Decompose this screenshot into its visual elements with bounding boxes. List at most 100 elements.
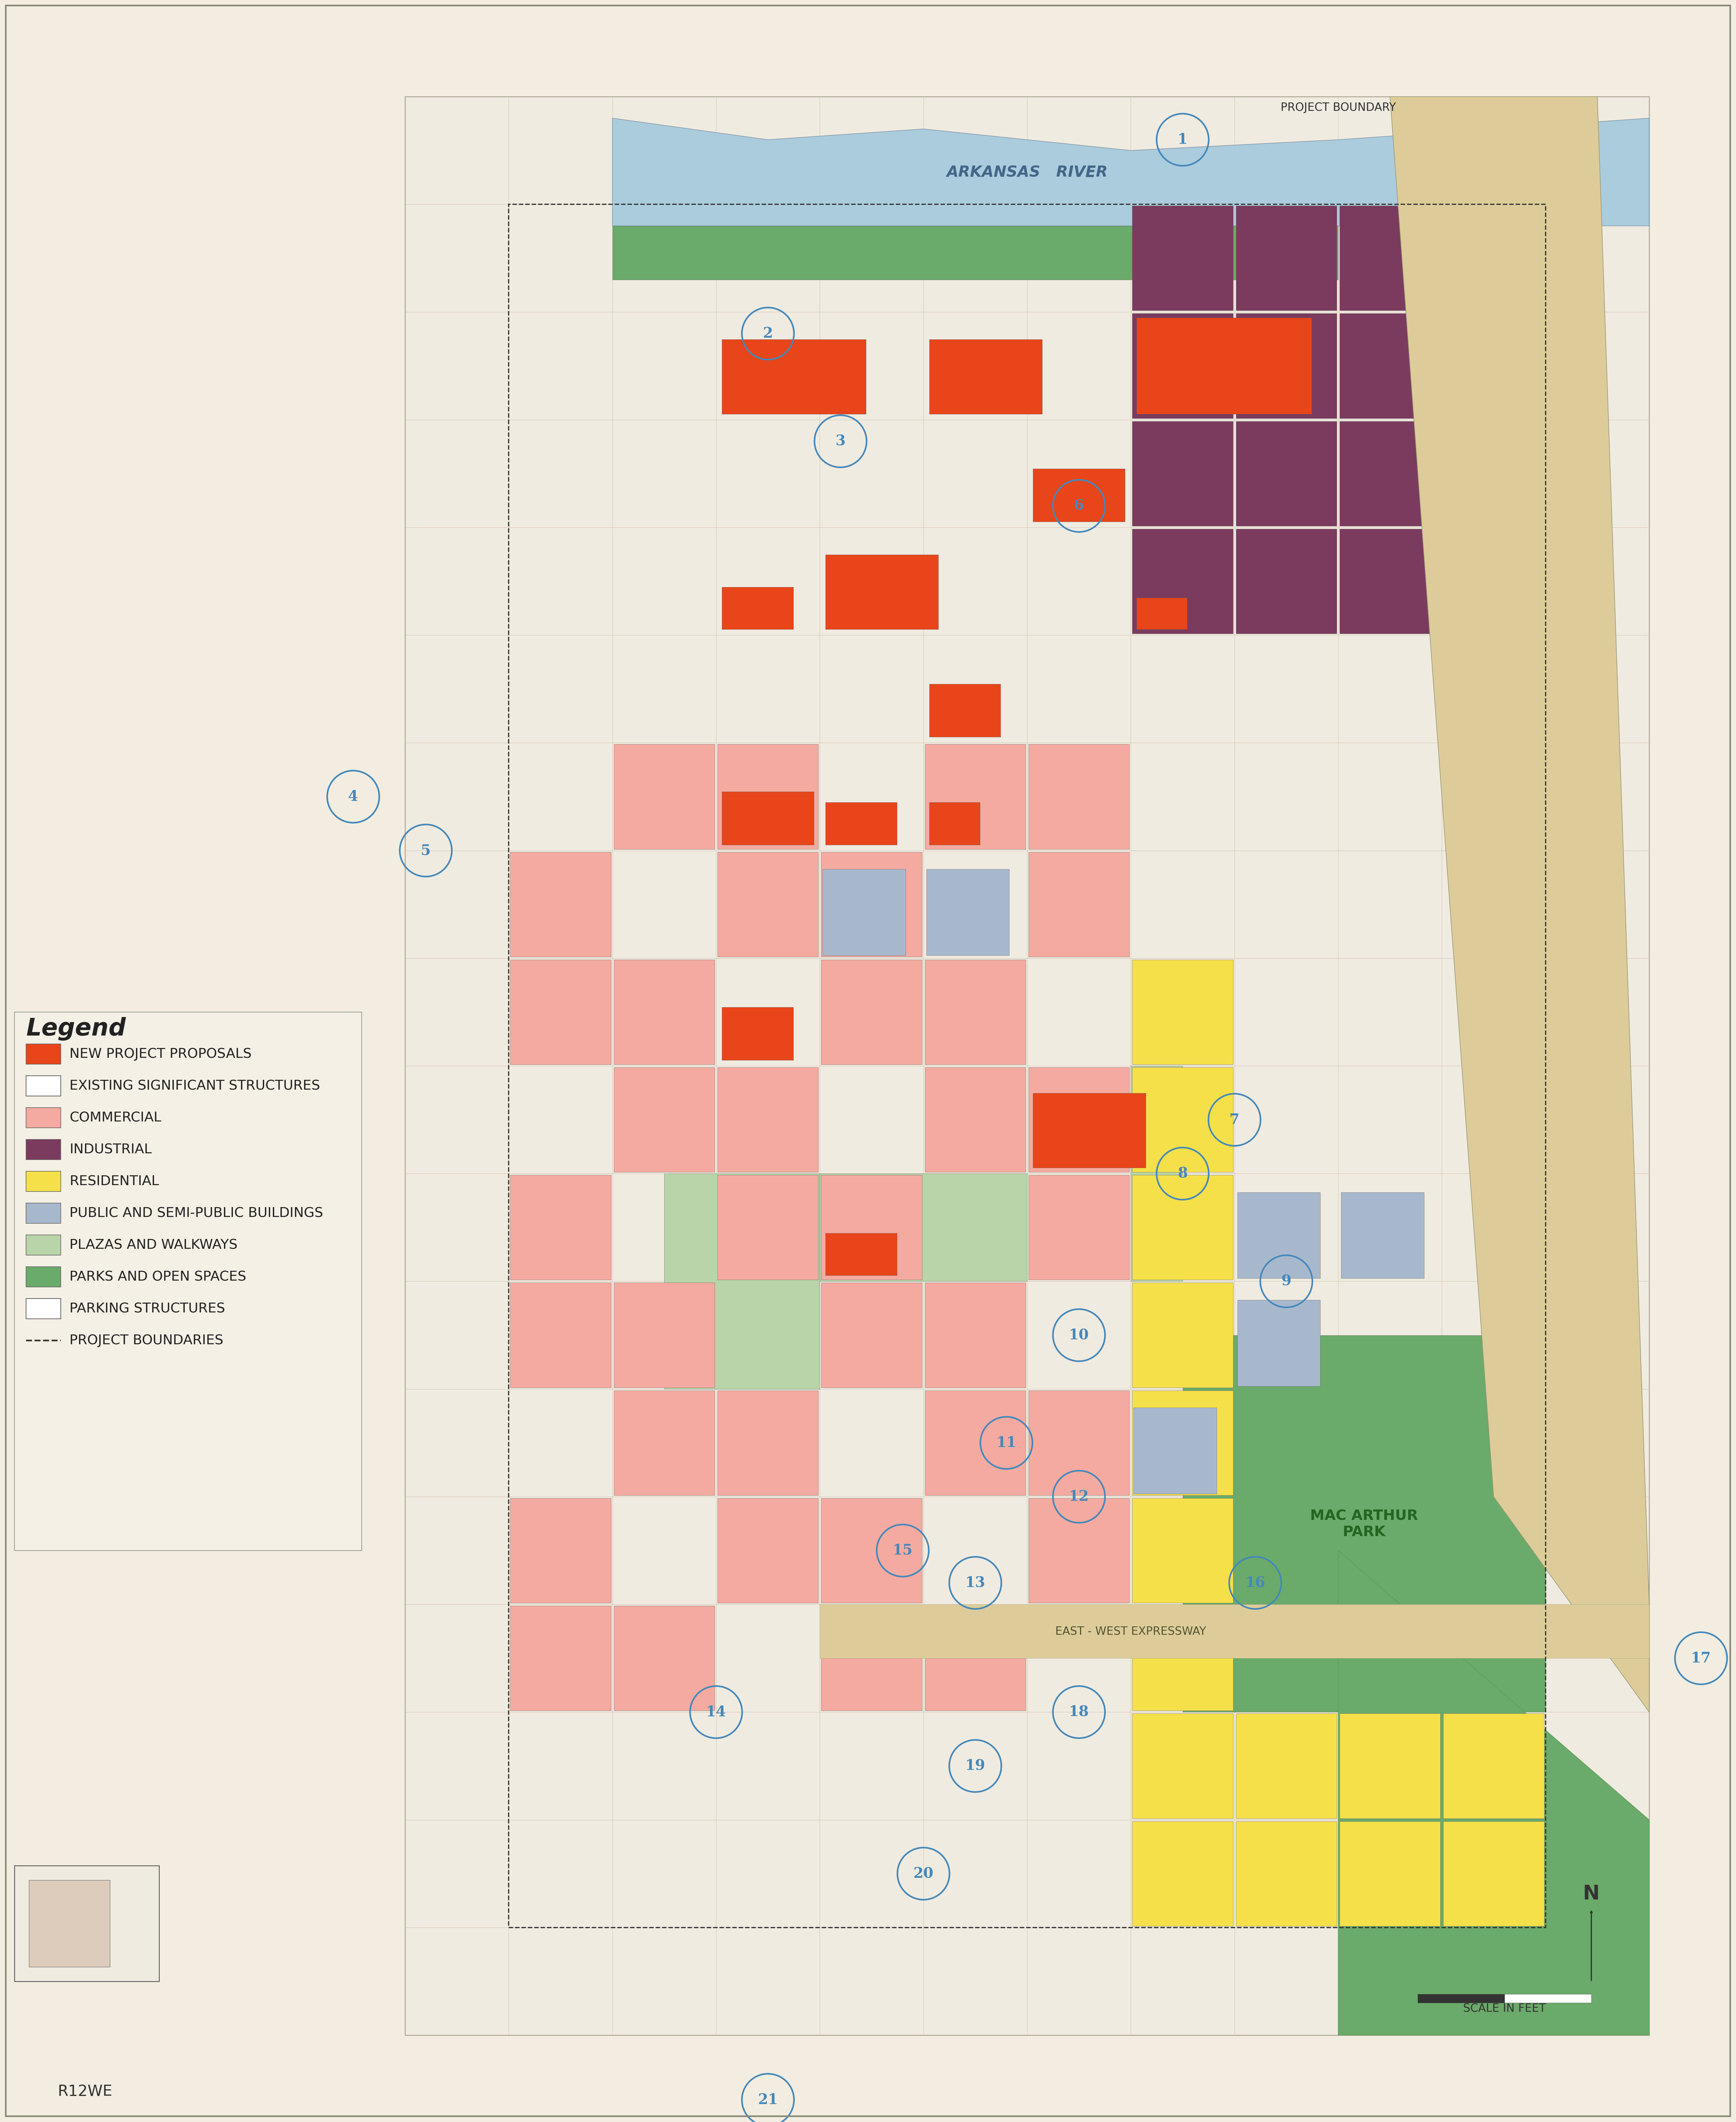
Text: 3: 3: [835, 435, 845, 448]
Bar: [826, 556, 939, 630]
Bar: [1340, 314, 1441, 418]
Bar: [26, 1044, 61, 1065]
Text: COMMERCIAL: COMMERCIAL: [69, 1112, 161, 1125]
Text: 5: 5: [420, 845, 431, 857]
Bar: [1033, 469, 1125, 522]
Bar: [1236, 206, 1337, 310]
Text: 7: 7: [1229, 1112, 1240, 1127]
Text: SCALE IN FEET: SCALE IN FEET: [1463, 2003, 1545, 2014]
Text: 6: 6: [1075, 499, 1083, 514]
Text: INDUSTRIAL: INDUSTRIAL: [69, 1144, 151, 1156]
Bar: [1340, 422, 1441, 526]
Bar: [1236, 422, 1337, 526]
Bar: [1236, 1715, 1337, 1819]
Bar: [26, 1299, 61, 1320]
Bar: [1130, 1065, 1182, 1282]
Text: PARKS AND OPEN SPACES: PARKS AND OPEN SPACES: [69, 1271, 247, 1284]
Bar: [1236, 314, 1337, 418]
Bar: [925, 1606, 1026, 1710]
Bar: [821, 1498, 922, 1602]
Text: 14: 14: [707, 1706, 726, 1719]
Text: PLAZAS AND WALKWAYS: PLAZAS AND WALKWAYS: [69, 1239, 238, 1252]
Bar: [26, 1108, 61, 1129]
Text: 1: 1: [1177, 134, 1187, 146]
Text: 19: 19: [965, 1759, 986, 1774]
Bar: [925, 1067, 1026, 1171]
Text: 17: 17: [1691, 1651, 1712, 1666]
Bar: [26, 1076, 61, 1097]
Bar: [1236, 1821, 1337, 1927]
Bar: [823, 870, 906, 955]
Bar: [1132, 422, 1233, 526]
Text: PROJECT BOUNDARIES: PROJECT BOUNDARIES: [69, 1335, 224, 1347]
Bar: [615, 959, 715, 1065]
Bar: [1340, 1715, 1441, 1819]
Bar: [1132, 206, 1233, 310]
Text: 9: 9: [1281, 1275, 1292, 1288]
Bar: [717, 1176, 818, 1280]
Text: ARKANSAS   RIVER: ARKANSAS RIVER: [946, 166, 1108, 180]
Bar: [1340, 1821, 1441, 1927]
Text: 20: 20: [913, 1867, 934, 1880]
Bar: [26, 1171, 61, 1193]
Bar: [826, 802, 898, 845]
Text: 15: 15: [892, 1543, 913, 1558]
Bar: [1418, 1995, 1505, 2003]
Text: N: N: [1583, 1884, 1601, 1903]
Bar: [1132, 1176, 1233, 1280]
Bar: [509, 204, 1545, 1927]
Bar: [826, 1233, 898, 1275]
Text: NEW PROJECT PROPOSALS: NEW PROJECT PROPOSALS: [69, 1048, 252, 1061]
Bar: [717, 1498, 818, 1602]
Bar: [615, 745, 715, 849]
Bar: [1238, 1301, 1321, 1386]
Bar: [615, 1284, 715, 1388]
Text: R12WE: R12WE: [57, 2084, 113, 2099]
Bar: [821, 1284, 922, 1388]
Text: 10: 10: [1069, 1328, 1088, 1343]
Bar: [722, 340, 866, 414]
Bar: [1505, 1995, 1592, 2003]
Polygon shape: [1391, 98, 1649, 1712]
Bar: [819, 1604, 1649, 1657]
Bar: [510, 1498, 611, 1602]
Text: MAC ARTHUR
PARK: MAC ARTHUR PARK: [1311, 1509, 1418, 1538]
Bar: [1340, 1193, 1424, 1280]
Text: 16: 16: [1245, 1577, 1266, 1589]
Text: Legend: Legend: [26, 1016, 125, 1040]
Text: PROJECT BOUNDARY: PROJECT BOUNDARY: [1281, 102, 1396, 112]
Text: 13: 13: [965, 1577, 986, 1589]
Bar: [30, 1880, 109, 1967]
Text: EXISTING SIGNIFICANT STRUCTURES: EXISTING SIGNIFICANT STRUCTURES: [69, 1080, 319, 1093]
Text: PARKING STRUCTURES: PARKING STRUCTURES: [69, 1303, 226, 1316]
Text: PUBLIC AND SEMI-PUBLIC BUILDINGS: PUBLIC AND SEMI-PUBLIC BUILDINGS: [69, 1207, 323, 1220]
Bar: [1137, 318, 1312, 414]
Bar: [821, 959, 922, 1065]
Bar: [1132, 1606, 1233, 1710]
Bar: [1132, 1498, 1233, 1602]
Bar: [821, 1176, 922, 1280]
Bar: [14, 1865, 160, 1982]
Bar: [510, 1176, 611, 1280]
Bar: [821, 853, 922, 957]
Bar: [510, 1606, 611, 1710]
Bar: [615, 1606, 715, 1710]
Bar: [613, 227, 1338, 280]
Bar: [717, 1067, 818, 1171]
Bar: [1033, 1093, 1146, 1167]
Bar: [1028, 1390, 1130, 1496]
Bar: [510, 853, 611, 957]
Bar: [717, 853, 818, 957]
Bar: [927, 870, 1009, 955]
Bar: [925, 745, 1026, 849]
Text: 2: 2: [762, 327, 773, 342]
Bar: [14, 1012, 361, 1551]
Bar: [1028, 1498, 1130, 1602]
Bar: [1236, 528, 1337, 634]
Text: 4: 4: [349, 789, 358, 804]
Bar: [1132, 1284, 1233, 1388]
Bar: [1443, 1821, 1543, 1927]
Text: EAST - WEST EXPRESSWAY: EAST - WEST EXPRESSWAY: [1055, 1625, 1207, 1636]
Bar: [510, 959, 611, 1065]
Bar: [925, 959, 1026, 1065]
